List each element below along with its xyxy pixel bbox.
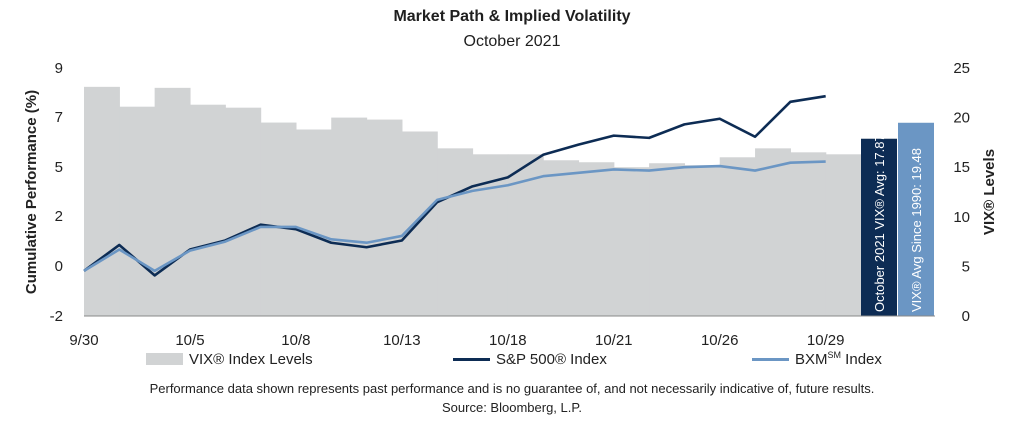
y-left-tick-label: -2 [50,308,63,325]
vix-bar [437,148,474,316]
vix-since-1990-avg-label: VIX® Avg Since 1990: 19.48 [909,148,924,312]
y-right-tick-label: 25 [953,60,970,77]
x-tick-label: 10/5 [175,332,204,349]
x-tick-label: 10/29 [807,332,845,349]
vix-bar [684,165,721,316]
vix-bar [225,107,262,317]
vix-bar [366,119,403,316]
y-left-axis-title: Cumulative Performance (%) [23,90,40,294]
legend-swatch-bxm [752,357,789,361]
vix-bar [154,87,191,316]
y-left-tick-label: 0 [55,258,63,275]
vix-bar [260,122,297,316]
y-right-tick-label: 5 [962,258,970,275]
vix-october-avg-label: October 2021 VIX® Avg: 17.87 [872,134,887,312]
bxm-line [83,160,826,273]
vix-october-avg-bar [861,138,897,316]
chart-title: Market Path & Implied Volatility [393,8,631,25]
x-tick-label: 10/26 [701,332,739,349]
vix-bar [331,117,368,316]
vix-bar [401,131,438,316]
legend-swatch-vix [146,353,183,365]
vix-bar [649,163,686,316]
vix-bar [755,148,791,316]
vix-bar [790,152,827,316]
y-left-tick-label: 2 [55,208,63,225]
legend-item-bxm: BXMSM Index [752,350,882,368]
x-tick-label: 10/8 [281,332,310,349]
x-tick-label: 10/21 [595,332,633,349]
vix-bar [84,86,120,316]
y-left-tick-label: 7 [55,109,63,126]
vix-bar [189,104,226,316]
legend-label-sp500: S&P 500® Index [496,350,607,368]
y-left-tick-label: 9 [55,60,63,77]
x-tick-label: 10/13 [383,332,421,349]
y-left-tick-label: 5 [55,159,63,176]
x-tick-label: 9/30 [69,332,98,349]
vix-bar [119,106,156,316]
y-right-axis-title: VIX® Levels [981,149,998,235]
legend-label-vix: VIX® Index Levels [189,350,313,368]
vix-bar [825,154,862,316]
footnote-source: Source: Bloomberg, L.P. [442,400,582,415]
y-right-tick-label: 10 [953,209,970,226]
chart-subtitle: October 2021 [463,33,561,50]
legend-item-sp500: S&P 500® Index [453,350,607,368]
footnote-disclaimer: Performance data shown represents past p… [149,381,875,396]
vix-bar [543,160,580,316]
vix-bar [719,157,756,316]
legend-item-vix: VIX® Index Levels [146,350,313,368]
vix-bar [295,129,332,316]
vix-since-1990-avg-bar [898,122,934,316]
vix-bar [578,162,615,316]
y-right-tick-label: 0 [962,308,970,325]
vix-bar [613,167,650,316]
x-tick-label: 10/18 [489,332,527,349]
legend-swatch-sp500 [453,357,490,361]
y-right-tick-label: 20 [953,110,970,127]
legend-label-bxm: BXMSM Index [795,350,882,368]
y-right-tick-label: 15 [953,159,970,176]
